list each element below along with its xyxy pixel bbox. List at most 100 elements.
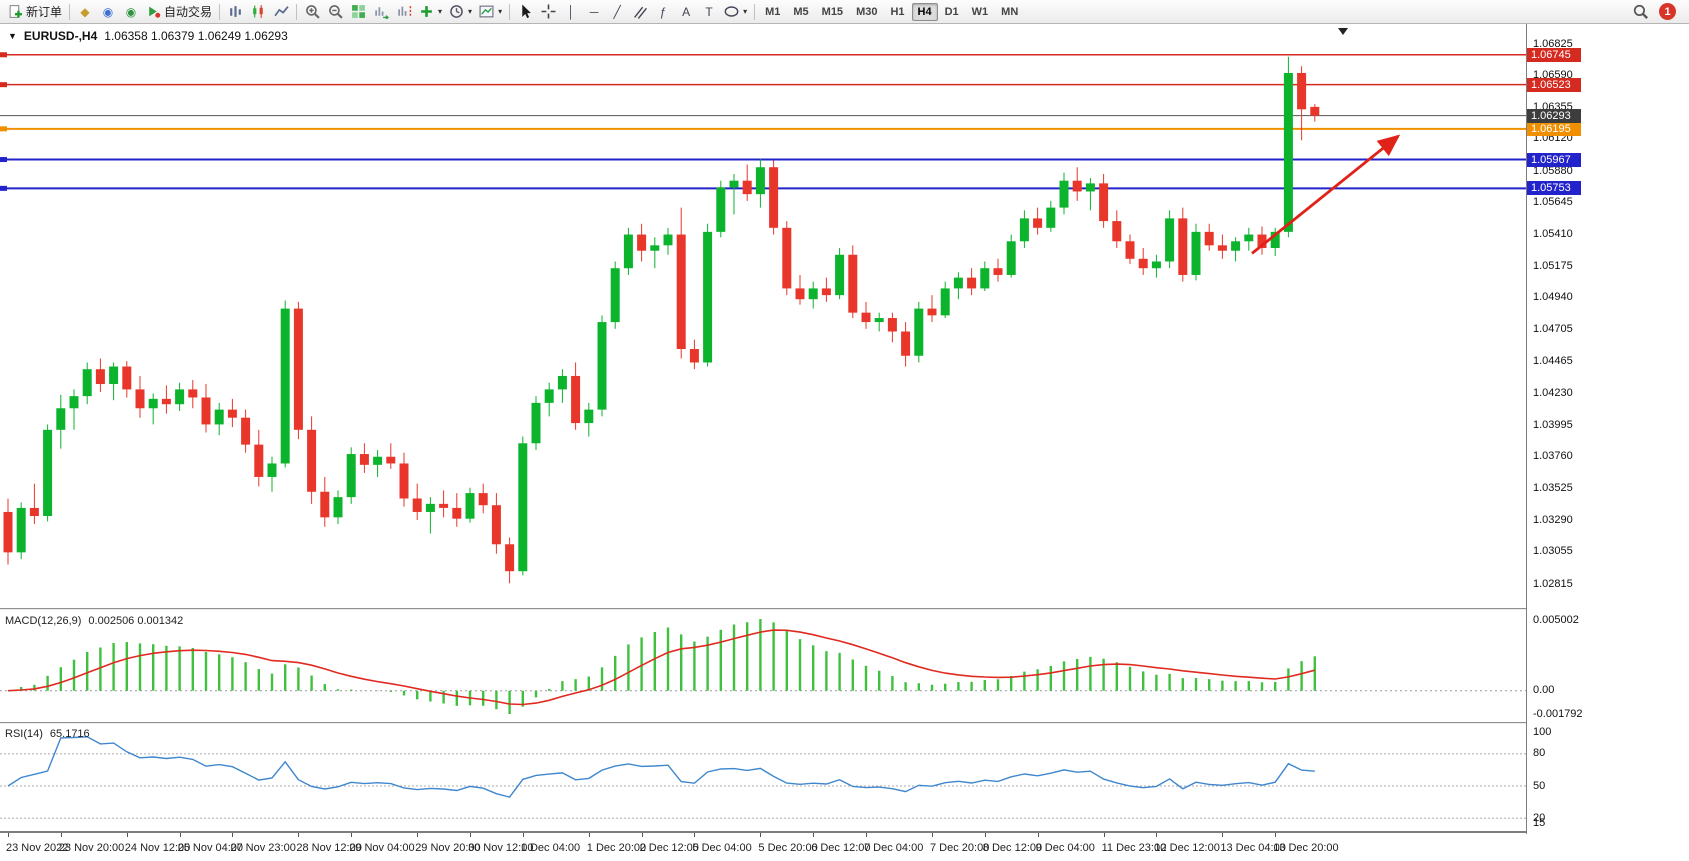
candle (412, 498, 422, 512)
axis-label: 1.03055 (1533, 545, 1573, 558)
time-label: 28 Nov 12:00 (296, 842, 362, 854)
candle (346, 454, 356, 498)
time-axis[interactable]: 23 Nov 2022 23 Nov 20:00 24 Nov 12:00 25 No… (0, 831, 1689, 861)
autotrading-button-label: 自动交易 (164, 5, 213, 19)
line-chart-button[interactable] (270, 2, 292, 22)
chart-window[interactable]: ▼ EURUSD-,H4 1.06358 1.06379 1.06249 1.0… (0, 24, 1689, 861)
candle (782, 227, 792, 289)
new-order-button[interactable]: 新订单 (5, 2, 65, 22)
horizontal-line-button[interactable]: ─ (583, 2, 605, 22)
one-click-trading-icon[interactable]: ▼ (8, 31, 17, 41)
templates-button[interactable]: ▾ (476, 2, 505, 22)
time-label: 23 Nov 2022 (6, 842, 69, 854)
trendline-button[interactable]: ╱ (606, 2, 628, 22)
candle (214, 409, 224, 425)
template-icon (479, 5, 494, 18)
timeframe-h4-button[interactable]: H4 (911, 2, 938, 21)
timeframe-m5-button[interactable]: M5 (793, 5, 809, 18)
bar-chart-button[interactable] (224, 2, 246, 22)
candle (1046, 207, 1056, 228)
linechart-icon (273, 6, 289, 17)
candle (1059, 180, 1069, 208)
time-label: 5 Dec 04:00 (692, 842, 752, 854)
periods-button[interactable]: ▾ (446, 2, 475, 22)
pane-separator[interactable] (0, 722, 1689, 725)
line-left-handle[interactable] (0, 52, 7, 58)
autotrade-icon (149, 6, 161, 18)
trend-arrow[interactable] (1251, 134, 1401, 255)
notification-badge[interactable]: 1 (1659, 3, 1676, 20)
support-button[interactable]: ◉ (120, 2, 142, 22)
indicators-button[interactable]: ▾ (416, 2, 445, 22)
line-left-handle[interactable] (0, 126, 7, 132)
announcement-button[interactable]: ◆ (74, 2, 96, 22)
timeframe-m1-button[interactable]: M1 (765, 5, 781, 18)
time-label: 27 Nov 23:00 (230, 842, 296, 854)
channel-icon (633, 6, 647, 19)
vertical-line-button[interactable]: │ (560, 2, 582, 22)
timeframe-m30-button[interactable]: M30 (856, 5, 878, 18)
price-chart-pane[interactable] (0, 24, 1526, 608)
candle (610, 268, 620, 323)
profile-button[interactable]: ◉ (97, 2, 119, 22)
candle (320, 491, 330, 518)
axis-label: 1.04940 (1533, 291, 1573, 304)
tile-windows-button[interactable] (347, 2, 369, 22)
search-button[interactable] (1629, 2, 1651, 22)
axis-label: 0.005002 (1533, 613, 1579, 626)
rsi-pane[interactable] (0, 725, 1526, 831)
candle (1072, 180, 1082, 192)
toolbar-right-group: 1 (1629, 2, 1684, 22)
zoom-out-button[interactable] (324, 2, 346, 22)
candle-chart-button[interactable] (247, 2, 269, 22)
macd-pane[interactable] (0, 611, 1526, 722)
chart-shift-button[interactable] (393, 2, 415, 22)
price-axis[interactable]: 1.06825 1.06590 1.06355 1.06120 1.05880 1.056… (1526, 24, 1689, 834)
time-label: 29 Nov 20:00 (415, 842, 481, 854)
autotrading-button[interactable]: 自动交易 (143, 2, 215, 22)
crosshair-button[interactable] (537, 2, 559, 22)
candle (307, 429, 317, 492)
timeframe-h1-button[interactable]: H1 (890, 5, 905, 18)
timeframe-mn-button[interactable]: MN (1001, 5, 1019, 18)
line-left-handle[interactable] (0, 157, 7, 163)
time-tick (1275, 833, 1277, 837)
timeframe-d1-button[interactable]: D1 (944, 5, 959, 18)
candle (901, 331, 911, 356)
candle (755, 167, 765, 195)
candle (43, 429, 53, 516)
fibonacci-button[interactable]: ƒ (652, 2, 674, 22)
cursor-button[interactable] (514, 2, 536, 22)
candle (201, 397, 211, 425)
line-left-handle[interactable] (0, 185, 7, 191)
candle (729, 180, 739, 188)
toolbar: 新订单 ◆ ◉ ◉ 自动交易 ▾ ▾ ▾ │ ─ ╱ ƒ A T ▾ M1 M5 M15 M30 H1 H4 D1 W1 MN… (0, 0, 1689, 24)
timeframe-w1-button[interactable]: W1 (971, 5, 989, 18)
axis-label: 1.06825 (1533, 37, 1573, 50)
candle (676, 234, 686, 350)
line-left-handle[interactable] (0, 82, 7, 88)
candle (795, 288, 805, 300)
price-badge: 1.05753 (1527, 181, 1581, 196)
shapes-button[interactable]: ▾ (721, 2, 750, 22)
price-badge: 1.06745 (1527, 47, 1581, 62)
candle (1191, 231, 1201, 275)
text-button[interactable]: A (675, 2, 697, 22)
chart-shift-marker-icon[interactable] (1338, 28, 1348, 35)
candle (465, 493, 475, 519)
candle (716, 187, 726, 232)
axis-label: -0.001792 (1533, 707, 1583, 720)
zoomout-icon (328, 5, 343, 19)
zoom-in-button[interactable] (301, 2, 323, 22)
pane-separator[interactable] (0, 608, 1689, 611)
candle (637, 234, 647, 251)
auto-scroll-button[interactable] (370, 2, 392, 22)
candle (821, 288, 831, 296)
channel-button[interactable] (629, 2, 651, 22)
macd-signal-line (7, 629, 1316, 706)
timeframe-m15-button[interactable]: M15 (821, 5, 844, 18)
label-button[interactable]: T (698, 2, 720, 22)
dropdown-arrow-icon: ▾ (468, 7, 473, 16)
candle (16, 507, 26, 553)
time-label: 30 Nov 12:00 (468, 842, 534, 854)
